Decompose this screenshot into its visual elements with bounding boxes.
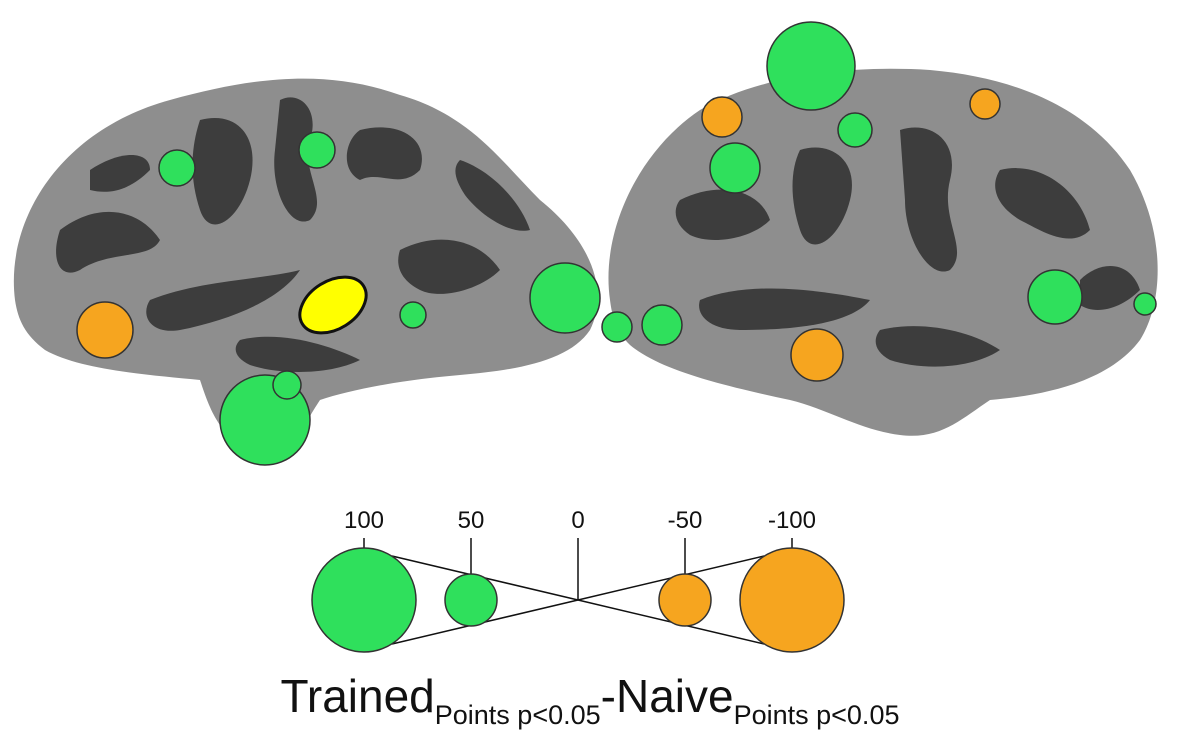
caption-main: -Naive <box>601 670 734 722</box>
right-hemisphere <box>608 68 1158 436</box>
legend: 100 50 0 -50 -100 <box>311 507 845 653</box>
size-circle <box>444 573 498 627</box>
caption-main: Trained <box>281 670 435 722</box>
caption: TrainedPoints p<0.05-NaivePoints p<0.05 <box>281 670 900 730</box>
tick-label: 0 <box>571 507 584 534</box>
tick-label: -50 <box>668 507 703 534</box>
size-circle <box>311 547 417 653</box>
tick-label: -100 <box>768 507 816 534</box>
size-circle <box>658 573 712 627</box>
size-circle <box>739 547 845 653</box>
tick-label: 50 <box>458 507 485 534</box>
caption-sub: Points p<0.05 <box>435 700 601 730</box>
markers <box>76 21 1157 466</box>
tick-label: 100 <box>344 507 384 534</box>
caption-sub: Points p<0.05 <box>734 700 900 730</box>
